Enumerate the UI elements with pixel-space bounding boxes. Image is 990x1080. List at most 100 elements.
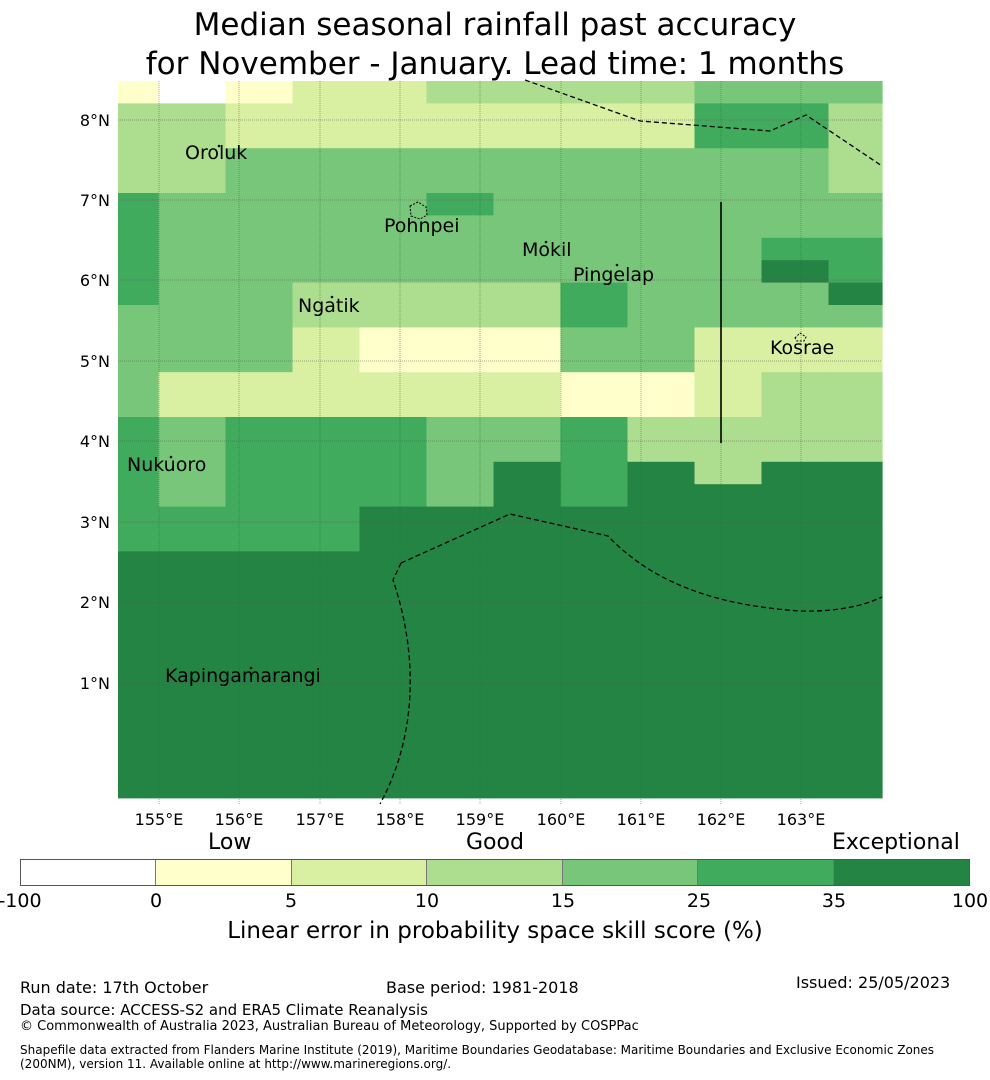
- grid-cell: [426, 125, 495, 149]
- grid-cell: [426, 641, 495, 664]
- grid-cell: [694, 551, 763, 575]
- grid-cell: [493, 103, 562, 127]
- lon-label-156e: 156°E: [214, 810, 264, 829]
- colorbar-tick: 10: [414, 890, 440, 912]
- grid-cell: [225, 506, 294, 530]
- grid-cell: [627, 81, 696, 104]
- colorbar-segment: [698, 860, 834, 885]
- grid-cell: [761, 372, 830, 396]
- grid-cell: [118, 170, 160, 194]
- graticule: [118, 81, 882, 804]
- grid-cell: [761, 730, 830, 754]
- place-label-nukuoro: Nukuoro: [127, 454, 207, 476]
- grid-cell: [426, 282, 495, 306]
- grid-cell: [627, 372, 696, 396]
- grid-cell: [627, 641, 696, 664]
- grid-cell: [761, 775, 830, 799]
- grid-cell: [225, 372, 294, 396]
- colorbar-tick: 35: [821, 890, 847, 912]
- grid-cell: [560, 596, 629, 620]
- grid-cell: [560, 260, 629, 284]
- grid-cell: [627, 417, 696, 440]
- grid-cell: [761, 260, 830, 284]
- grid-cell: [118, 372, 160, 396]
- grid-cell: [493, 685, 562, 709]
- grid-cell: [627, 394, 696, 418]
- grid-cell: [828, 506, 883, 530]
- grid-cell: [359, 529, 428, 552]
- grid-cell: [118, 484, 160, 508]
- grid-cell: [560, 282, 629, 306]
- lat-label-2n: 2°N: [79, 593, 110, 612]
- colorbar-tick: 5: [284, 890, 298, 912]
- lat-label-1n: 1°N: [79, 674, 110, 693]
- grid-cell: [292, 148, 361, 172]
- grid-cell: [761, 148, 830, 172]
- grid-cell: [225, 260, 294, 284]
- grid-cell: [627, 125, 696, 149]
- grid-cell: [292, 641, 361, 664]
- grid-cell: [694, 506, 763, 530]
- grid-cell: [359, 170, 428, 194]
- grid-cell: [225, 305, 294, 328]
- grid-cell: [118, 349, 160, 373]
- grid-cell: [493, 708, 562, 732]
- grid-cell: [292, 573, 361, 597]
- grid-cell: [158, 618, 227, 642]
- grid-cell: [493, 327, 562, 351]
- grid-cell: [426, 193, 495, 216]
- grid-cell: [828, 215, 883, 239]
- grid-cell: [828, 81, 883, 104]
- lon-label-161e: 161°E: [616, 810, 666, 829]
- grid-cell: [694, 103, 763, 127]
- grid-cell: [118, 260, 160, 284]
- colorbar-label: Linear error in probability space skill …: [227, 918, 763, 944]
- grid-cell: [118, 685, 160, 709]
- grid-cell: [225, 170, 294, 194]
- grid-cell: [761, 618, 830, 642]
- grid-cell: [761, 461, 830, 485]
- grid-cell: [627, 305, 696, 328]
- grid-cell: [828, 461, 883, 485]
- grid-cell: [292, 753, 361, 776]
- place-label-ngatik: Ngatik: [298, 295, 360, 317]
- grid-cell: [426, 327, 495, 351]
- grid-cell: [560, 372, 629, 396]
- grid-cell: [560, 461, 629, 485]
- grid-cell: [560, 573, 629, 597]
- grid-cell: [426, 170, 495, 194]
- grid-cell: [627, 730, 696, 754]
- grid-cell: [761, 484, 830, 508]
- grid-cell: [292, 506, 361, 530]
- grid-cell: [426, 506, 495, 530]
- grid-cell: [493, 81, 562, 104]
- grid-cell: [560, 148, 629, 172]
- grid-cell: [292, 282, 361, 306]
- grid-cell: [493, 282, 562, 306]
- grid-cell: [828, 305, 883, 328]
- ngatik-atoll-marker: [330, 295, 334, 299]
- grid-cell: [560, 753, 629, 776]
- grid-cell: [493, 125, 562, 149]
- grid-cell: [359, 573, 428, 597]
- grid-cell: [560, 484, 629, 508]
- grid-cell: [560, 641, 629, 664]
- grid-cell: [493, 596, 562, 620]
- grid-cell: [118, 573, 160, 597]
- grid-cell: [225, 596, 294, 620]
- grid-cell: [560, 305, 629, 328]
- grid-cell: [292, 618, 361, 642]
- grid-cell: [627, 461, 696, 485]
- grid-cell: [560, 125, 629, 149]
- grid-cell: [359, 753, 428, 776]
- grid-cell: [225, 103, 294, 127]
- lat-label-7n: 7°N: [79, 191, 110, 210]
- grid-cell: [158, 260, 227, 284]
- grid-cell: [627, 618, 696, 642]
- grid-cell: [828, 641, 883, 664]
- grid-cell: [493, 551, 562, 575]
- grid-cell: [493, 260, 562, 284]
- grid-cell: [694, 753, 763, 776]
- grid-cell: [560, 193, 629, 216]
- grid-cell: [359, 282, 428, 306]
